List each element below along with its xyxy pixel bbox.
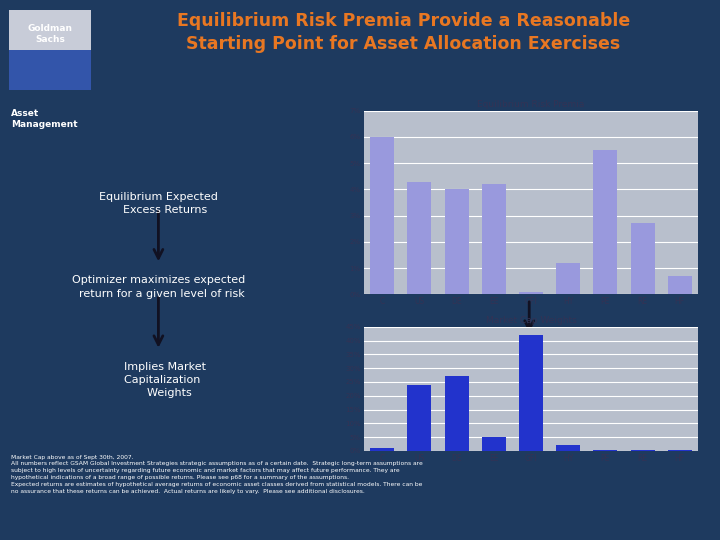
Bar [667,276,692,294]
Text: Optimizer maximizes expected
  return for a given level of risk: Optimizer maximizes expected return for … [72,275,245,299]
Bar [556,263,580,294]
Bar [631,450,654,451]
Bar [408,384,431,451]
Bar [9,50,91,90]
Bar [556,446,580,451]
Bar [519,335,543,451]
Bar [444,190,469,294]
Bar [482,184,506,294]
Bar [593,450,618,451]
Text: Goldman
Sachs: Goldman Sachs [27,24,73,44]
Bar [667,450,692,451]
Bar [370,448,395,451]
Bar [631,224,654,294]
Bar [444,376,469,451]
Title: Market Cap Weights: Market Cap Weights [485,315,577,325]
Bar [408,181,431,294]
Bar [9,10,91,90]
Text: Market Cap above as of Sept 30th, 2007.
All numbers reflect GSAM Global Investme: Market Cap above as of Sept 30th, 2007. … [11,455,423,494]
Bar [593,150,618,294]
Text: Implies Market
  Capitalization
      Weights: Implies Market Capitalization Weights [110,362,207,398]
Text: Equilibrium Risk Premia Provide a Reasonable
Starting Point for Asset Allocation: Equilibrium Risk Premia Provide a Reason… [176,12,630,53]
Text: Asset
Management: Asset Management [11,109,78,129]
Bar [519,292,543,294]
Bar [370,137,395,294]
Bar [482,437,506,451]
Title: Equilibrium Risk Premia: Equilibrium Risk Premia [477,99,585,109]
Text: Equilibrium Expected
    Excess Returns: Equilibrium Expected Excess Returns [99,192,218,215]
